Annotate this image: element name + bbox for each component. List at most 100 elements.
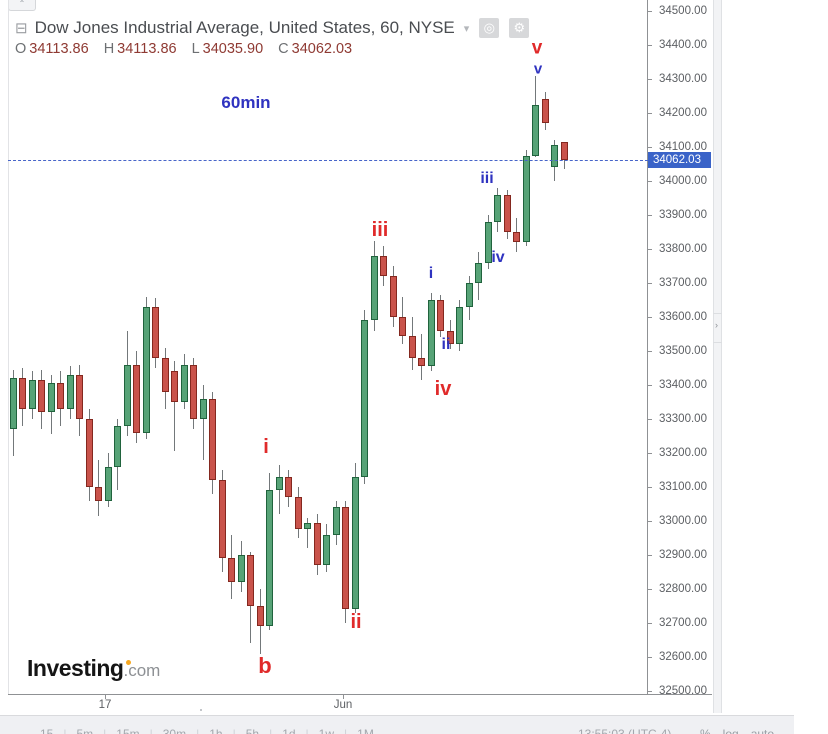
ohlc-item: C 34062.03 bbox=[278, 41, 352, 57]
candlestick bbox=[446, 330, 454, 345]
candlestick bbox=[190, 364, 197, 419]
price-tick-label: 33200.00 bbox=[659, 447, 707, 459]
price-tick bbox=[648, 487, 652, 488]
candlestick bbox=[408, 335, 416, 358]
target-icon[interactable]: ◎ bbox=[479, 18, 500, 38]
price-tick-label: 33000.00 bbox=[659, 515, 707, 527]
candlestick bbox=[475, 262, 482, 283]
price-tick bbox=[648, 691, 652, 692]
panel-expander-arrow[interactable]: › bbox=[715, 320, 718, 330]
price-tick-label: 34400.00 bbox=[659, 39, 707, 51]
candlestick bbox=[275, 476, 283, 491]
timeframe-button-15m[interactable]: 15m bbox=[116, 727, 140, 734]
timeframe-button-15[interactable]: 15 bbox=[40, 727, 54, 734]
timeframe-button-1w[interactable]: 1w bbox=[318, 727, 335, 734]
timeframe-buttons[interactable]: 15 | 5m | 15m | 30m | 1h | 5h | 1d | 1w | 1M bbox=[40, 727, 374, 734]
candle-wick bbox=[202, 385, 204, 460]
candlestick bbox=[256, 606, 264, 627]
separator: | bbox=[344, 727, 348, 734]
candlestick bbox=[494, 194, 501, 222]
candlestick bbox=[399, 317, 406, 336]
scale-buttons[interactable]: % log auto bbox=[700, 727, 774, 734]
scale-button-%[interactable]: % bbox=[700, 727, 711, 734]
price-tick bbox=[648, 623, 652, 624]
elliott-wave-label-red-iii: iii bbox=[371, 219, 389, 241]
bottom-toolbar: 15 | 5m | 15m | 30m | 1h | 5h | 1d | 1w | 1M 13:55:03 (U… bbox=[0, 715, 794, 734]
candlestick bbox=[427, 300, 435, 367]
candlestick bbox=[285, 476, 292, 498]
scale-button-auto[interactable]: auto bbox=[750, 727, 775, 734]
timeframe-button-1h[interactable]: 1h bbox=[209, 727, 223, 734]
price-tick bbox=[648, 11, 652, 12]
logo-text: Investing bbox=[27, 655, 124, 681]
candlestick bbox=[532, 104, 539, 156]
timeframe-button-30m[interactable]: 30m bbox=[162, 727, 187, 734]
price-tick-label: 32500.00 bbox=[659, 685, 707, 697]
ohlc-letter: O bbox=[15, 41, 27, 57]
price-tick-label: 34100.00 bbox=[659, 141, 707, 153]
ohlc-value: 34113.86 bbox=[29, 41, 89, 57]
candlestick bbox=[209, 398, 216, 481]
collapse-icon[interactable]: ⊟ bbox=[15, 19, 28, 37]
price-tick bbox=[648, 317, 652, 318]
candlestick bbox=[66, 374, 74, 409]
time-tick-label: Jun bbox=[333, 699, 353, 711]
candlestick bbox=[522, 155, 530, 243]
elliott-wave-label-red-b: b bbox=[258, 653, 272, 678]
elliott-wave-label-blue-iii: iii bbox=[480, 170, 494, 187]
candlestick bbox=[142, 306, 150, 433]
timeframe-button-5h[interactable]: 5h bbox=[245, 727, 260, 734]
right-scrollbar[interactable] bbox=[713, 0, 722, 713]
price-axis-border bbox=[647, 0, 648, 695]
candlestick bbox=[114, 425, 121, 467]
separator: | bbox=[103, 727, 107, 734]
separator: | bbox=[149, 727, 153, 734]
candlestick bbox=[323, 534, 330, 566]
separator: | bbox=[196, 727, 200, 734]
price-tick-label: 33500.00 bbox=[659, 345, 707, 357]
candlestick bbox=[28, 379, 36, 409]
gear-icon[interactable]: ⚙ bbox=[509, 18, 530, 38]
candlestick bbox=[304, 522, 311, 530]
price-tick bbox=[648, 555, 652, 556]
candlestick bbox=[38, 379, 45, 413]
ohlc-value: 34062.03 bbox=[291, 41, 353, 57]
elliott-wave-label-blue-i: i bbox=[428, 265, 434, 282]
time-tick bbox=[105, 695, 106, 699]
price-tick bbox=[648, 453, 652, 454]
plot-left-border bbox=[8, 0, 9, 694]
last-price-badge: 34062.03 bbox=[648, 152, 711, 168]
price-tick bbox=[648, 521, 652, 522]
candlestick bbox=[370, 255, 378, 321]
ohlc-letter: H bbox=[103, 41, 115, 57]
candlestick-plot[interactable] bbox=[0, 0, 648, 695]
candlestick bbox=[19, 378, 26, 409]
timeframe-button-1M[interactable]: 1M bbox=[357, 727, 374, 734]
price-tick-label: 34500.00 bbox=[659, 5, 707, 17]
chevron-down-icon[interactable]: ▾ bbox=[463, 22, 470, 35]
price-tick bbox=[648, 385, 652, 386]
candlestick bbox=[313, 522, 321, 566]
candlestick bbox=[465, 283, 473, 307]
candlestick bbox=[503, 194, 511, 232]
price-tick bbox=[648, 351, 652, 352]
timeframe-button-1d[interactable]: 1d bbox=[282, 727, 296, 734]
elliott-wave-label-red-ii: ii bbox=[350, 611, 362, 633]
investing-logo: Investing.com bbox=[27, 655, 160, 683]
price-tick-label: 32700.00 bbox=[659, 617, 707, 629]
separator: | bbox=[269, 727, 273, 734]
price-tick-label: 33800.00 bbox=[659, 243, 707, 255]
price-tick bbox=[648, 419, 652, 420]
candlestick bbox=[95, 487, 102, 501]
scale-button-log[interactable]: log bbox=[722, 727, 739, 734]
ohlc-item: H 34113.86 bbox=[104, 41, 177, 57]
candlestick bbox=[484, 221, 492, 263]
price-tick bbox=[648, 249, 652, 250]
elliott-wave-label-blue-v: v bbox=[533, 60, 543, 78]
ohlc-item: L 34035.90 bbox=[192, 41, 264, 57]
candlestick bbox=[513, 232, 520, 243]
timeframe-button-5m[interactable]: 5m bbox=[76, 727, 94, 734]
candlestick bbox=[351, 476, 359, 610]
price-tick-label: 33700.00 bbox=[659, 277, 707, 289]
price-tick-label: 33400.00 bbox=[659, 379, 707, 391]
